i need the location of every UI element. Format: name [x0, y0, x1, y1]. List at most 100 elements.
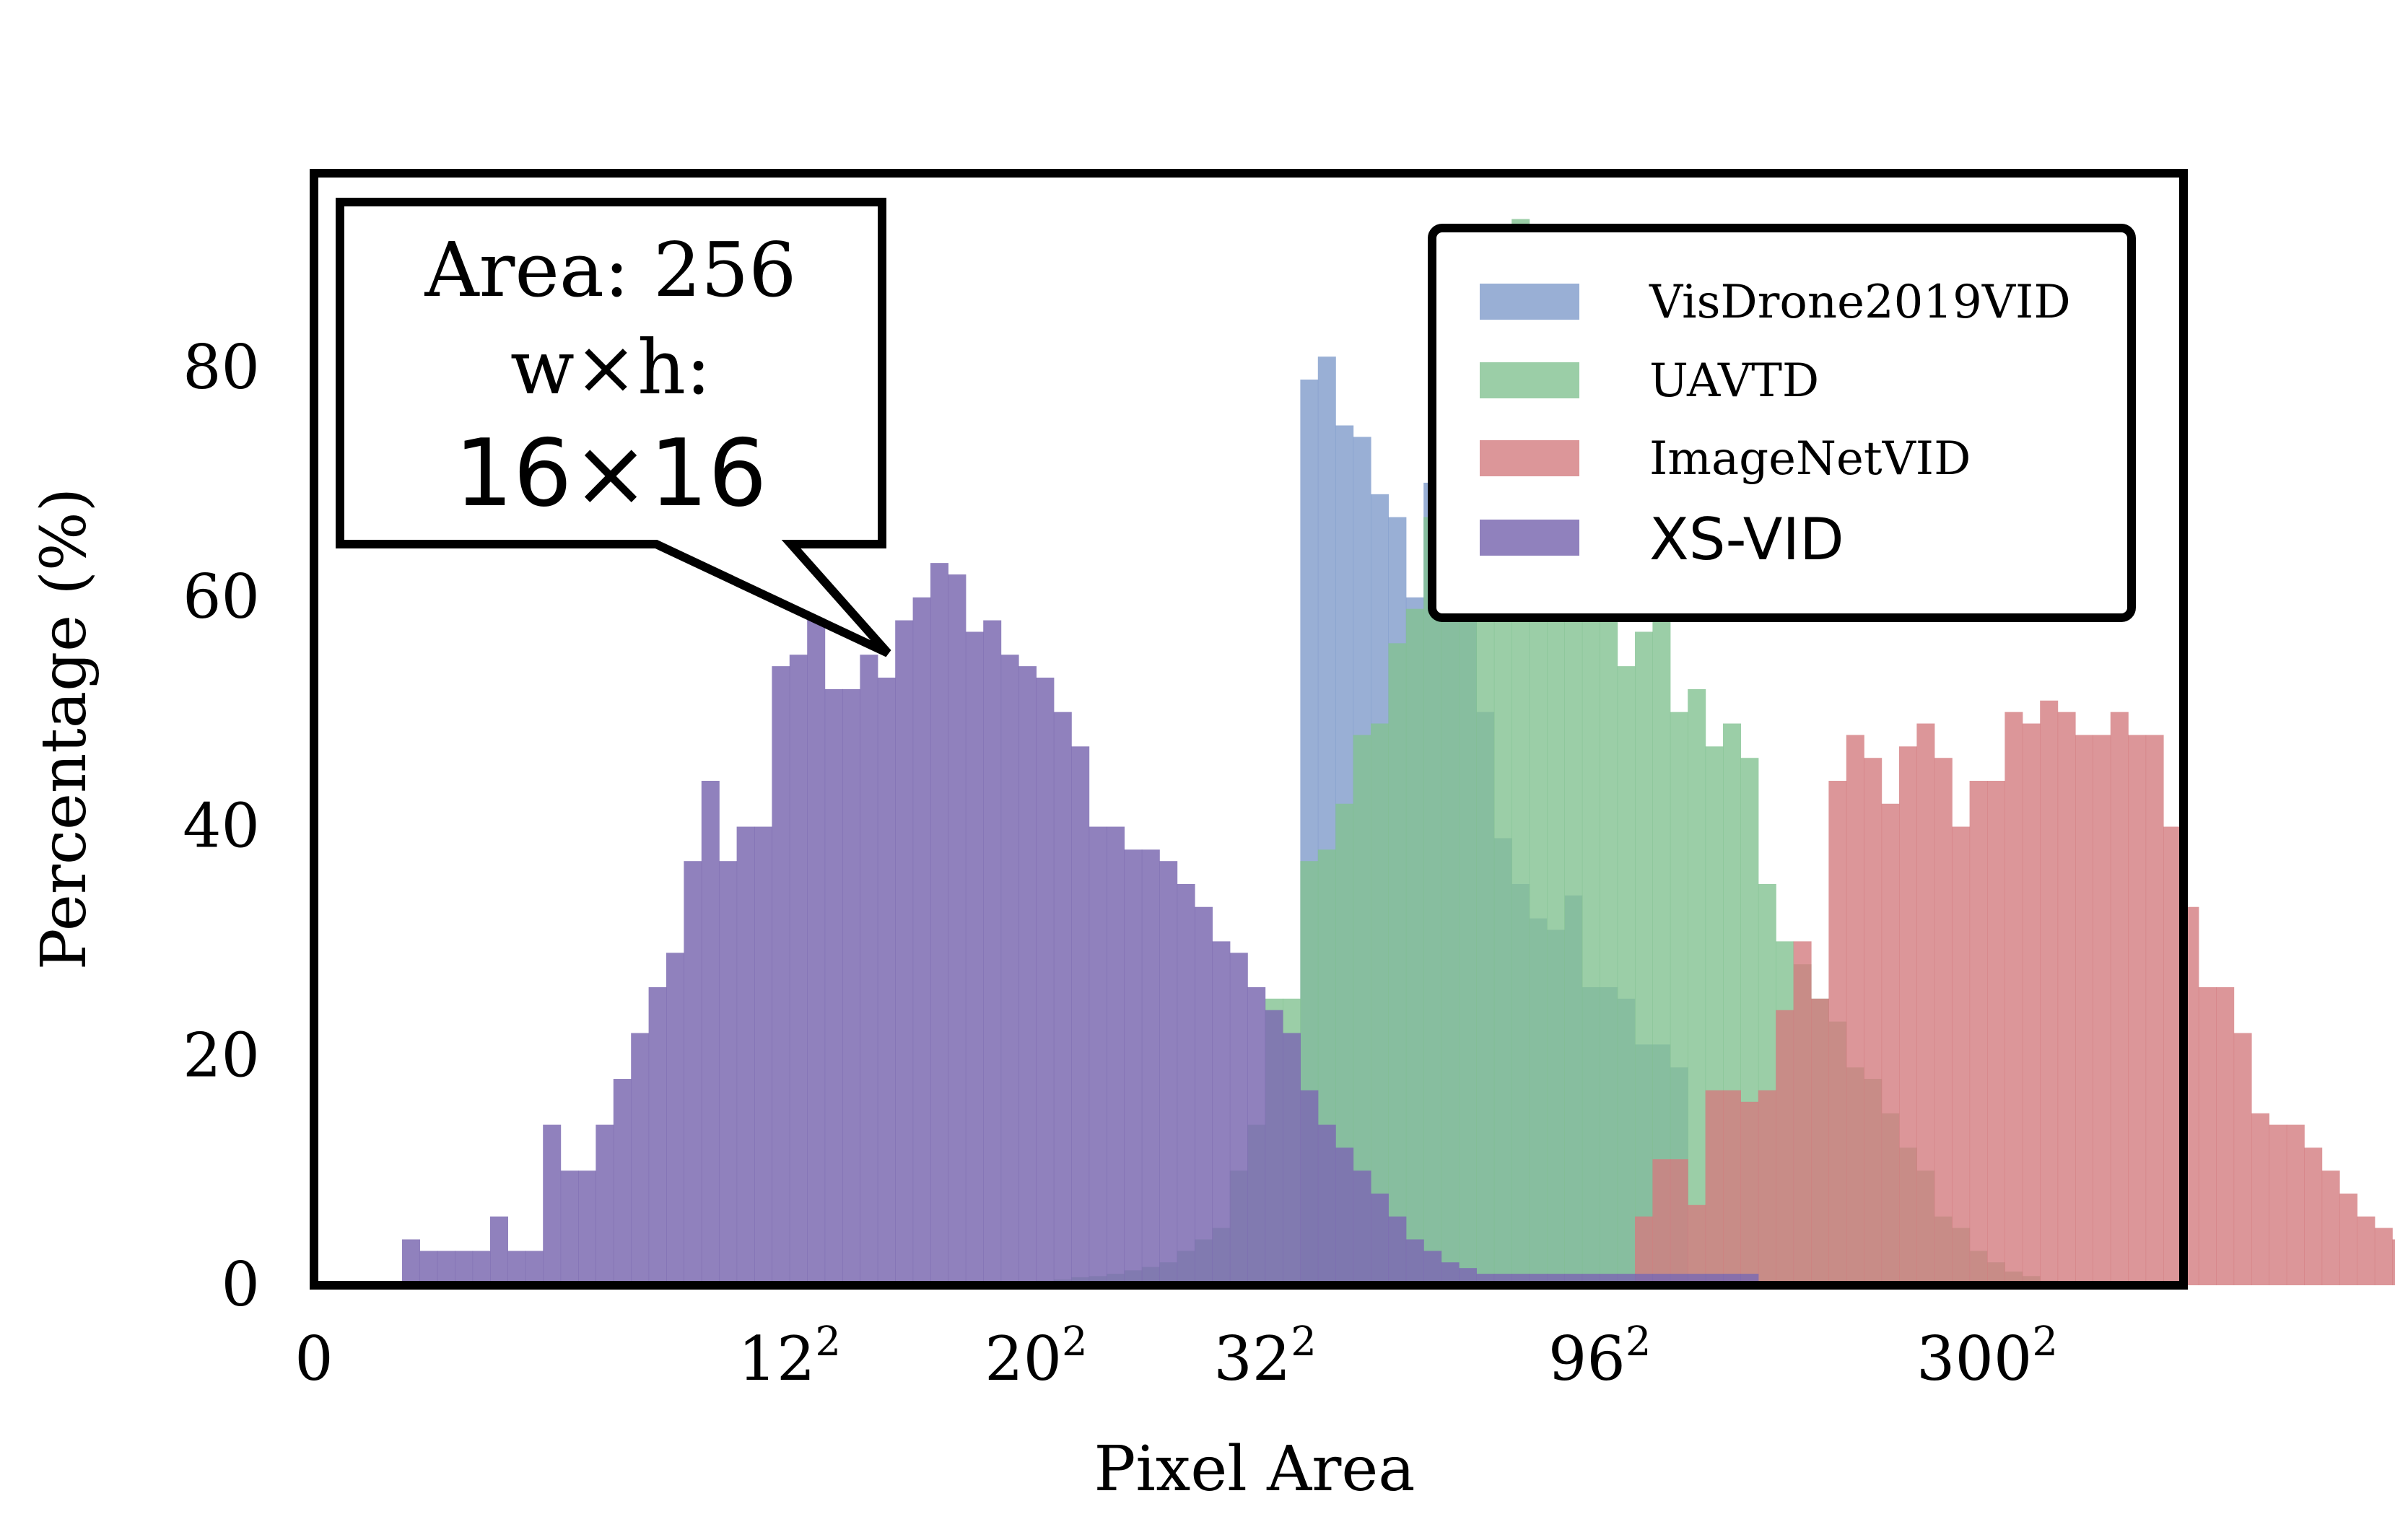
- histogram-bar: [2040, 700, 2059, 1285]
- histogram-bar: [1371, 723, 1389, 1285]
- histogram-bar: [2022, 723, 2041, 1285]
- histogram-bar: [983, 620, 1002, 1285]
- histogram-bar: [1317, 1124, 1336, 1285]
- histogram-bar: [648, 986, 667, 1285]
- histogram-bar: [2304, 1147, 2323, 1285]
- bars-layer: [402, 219, 2395, 1286]
- histogram-bar: [1776, 1010, 1794, 1285]
- histogram-bar: [1159, 861, 1178, 1285]
- histogram-bar: [965, 631, 984, 1285]
- histogram-bar: [1758, 1090, 1776, 1285]
- y-tick-label: 60: [183, 561, 260, 632]
- legend-swatch-uavtd: [1480, 362, 1579, 398]
- histogram-bar: [719, 861, 738, 1285]
- histogram-bar: [860, 655, 878, 1285]
- callout-line-1: Area: 256: [424, 226, 797, 314]
- histogram-bar: [1265, 1010, 1283, 1285]
- histogram-bar: [2357, 1216, 2376, 1285]
- histogram-bar: [419, 1251, 438, 1285]
- histogram-bar: [437, 1251, 455, 1285]
- histogram-bar: [754, 826, 772, 1285]
- histogram-bar: [895, 620, 914, 1285]
- histogram-bar: [1423, 1251, 1442, 1285]
- histogram-bar: [1652, 1159, 1671, 1285]
- legend-label-xsvid: XS-VID: [1649, 506, 1844, 573]
- histogram-bar: [1793, 941, 1812, 1285]
- histogram-bar: [1071, 746, 1090, 1285]
- x-tick-label: 0: [295, 1324, 333, 1394]
- histogram-bar: [772, 666, 790, 1285]
- y-axis-ticks: 0 20 40 60 80: [183, 332, 260, 1320]
- histogram-bar: [2093, 735, 2111, 1285]
- y-tick-label: 0: [222, 1249, 260, 1320]
- histogram-bar: [1000, 655, 1019, 1285]
- histogram-bar: [824, 688, 843, 1285]
- histogram-bar: [596, 1124, 614, 1285]
- histogram-bar: [1864, 758, 1883, 1285]
- histogram-bar: [1952, 826, 1971, 1285]
- histogram-bar: [1987, 780, 2005, 1285]
- histogram-bar: [1688, 688, 1706, 1285]
- legend-frame: [1428, 224, 2136, 622]
- x-tick-label: 202: [985, 1318, 1088, 1394]
- histogram-bar: [1582, 563, 1600, 1285]
- histogram-bar: [1388, 643, 1407, 1285]
- histogram-bar: [701, 780, 720, 1285]
- histogram-bar: [472, 1251, 491, 1285]
- histogram-bar: [1899, 746, 1917, 1285]
- histogram-bar: [490, 1216, 508, 1285]
- histogram-bar: [1705, 1090, 1724, 1285]
- histogram-bar: [1564, 505, 1583, 1286]
- histogram-bar: [912, 597, 931, 1285]
- callout-shape: [336, 198, 891, 657]
- x-tick-label: 3002: [1916, 1318, 2058, 1394]
- histogram-bar: [1600, 597, 1618, 1285]
- histogram-bar: [2321, 1171, 2340, 1285]
- y-axis-label: Percentage (%): [28, 488, 100, 970]
- histogram-bar: [807, 597, 826, 1285]
- legend-label-uavtd: UAVTD: [1649, 354, 1819, 408]
- legend: VisDrone2019VID UAVTD ImageNetVID XS-VID: [1428, 224, 2136, 622]
- histogram-bar: [877, 678, 896, 1285]
- histogram-bar: [948, 574, 967, 1285]
- histogram-bar: [631, 1033, 650, 1285]
- x-axis-ticks: 0 122 202 322 962 3002: [295, 1318, 2058, 1394]
- histogram-bar: [1405, 1239, 1424, 1285]
- y-tick-label: 40: [183, 791, 260, 862]
- histogram-bar: [2004, 712, 2023, 1285]
- histogram-bar: [1053, 712, 1072, 1285]
- x-tick-label: 322: [1213, 1318, 1317, 1394]
- histogram-bar: [2216, 986, 2235, 1285]
- histogram-bar: [1828, 780, 1847, 1285]
- histogram-bar: [1934, 758, 1953, 1285]
- histogram-bar: [543, 1124, 562, 1285]
- histogram-bar: [2110, 712, 2129, 1285]
- y-tick-label: 20: [183, 1020, 260, 1090]
- histogram-bar: [1353, 1171, 1371, 1285]
- histogram-bar: [1247, 986, 1266, 1285]
- histogram-bar: [1124, 849, 1143, 1285]
- histogram-bar: [1018, 666, 1037, 1285]
- histogram-bar: [1723, 1090, 1741, 1285]
- histogram-bar: [1229, 953, 1248, 1285]
- histogram-bar: [1283, 1033, 1301, 1285]
- histogram-bar: [2374, 1228, 2393, 1285]
- histogram-bar: [1916, 723, 1935, 1285]
- histogram-bar: [402, 1239, 420, 1285]
- histogram-bar: [2057, 712, 2076, 1285]
- histogram-bar: [2392, 1239, 2395, 1285]
- histogram-bar: [2251, 1113, 2269, 1285]
- plot-frame: [310, 169, 2188, 1290]
- legend-swatch-xsvid: [1480, 520, 1579, 556]
- callout-line-2: w×h:: [510, 323, 711, 411]
- x-axis-label: Pixel Area: [1094, 1433, 1415, 1505]
- histogram-bar: [1740, 1101, 1759, 1285]
- histogram-bar: [2286, 1124, 2305, 1285]
- histogram-bar: [1371, 1193, 1389, 1285]
- histogram-bar: [1688, 1204, 1706, 1285]
- histogram-bar: [666, 953, 684, 1285]
- legend-swatch-visdrone: [1480, 284, 1579, 320]
- series-xs-vid: [402, 563, 1759, 1285]
